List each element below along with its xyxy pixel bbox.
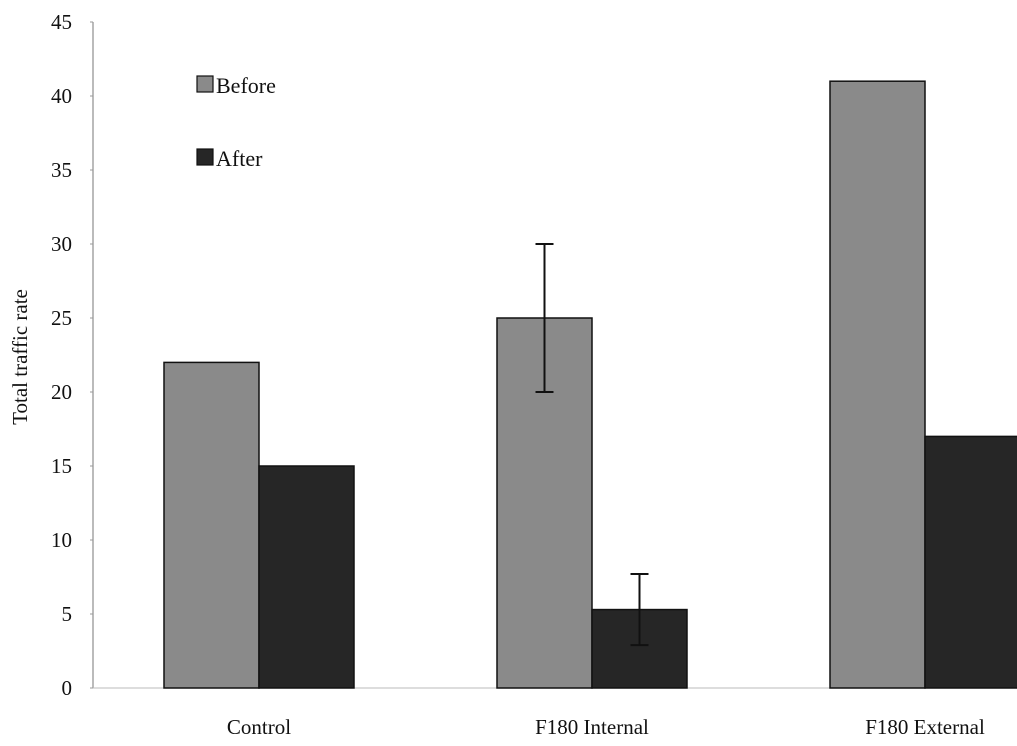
bars — [163, 80, 1017, 689]
y-tick-label: 25 — [51, 306, 72, 330]
y-tick-label: 30 — [51, 232, 72, 256]
bar-before-control — [163, 361, 260, 689]
x-category-label: F180 Internal — [535, 715, 649, 739]
x-category-label: Control — [227, 715, 291, 739]
y-tick-label: 10 — [51, 528, 72, 552]
legend-label-after: After — [216, 146, 263, 171]
category-labels: Control F180 Internal F180 External — [227, 715, 985, 739]
legend-swatch-before — [196, 75, 214, 93]
bar-after-control — [258, 465, 355, 689]
bar-before-f180-external — [829, 80, 926, 689]
error-bars — [535, 243, 649, 647]
y-tick-label: 45 — [51, 10, 72, 34]
y-tick-label: 15 — [51, 454, 72, 478]
y-axis-title: Total traffic rate — [8, 289, 32, 425]
legend-label-before: Before — [216, 73, 276, 98]
legend-swatch-after — [196, 148, 214, 166]
y-ticks: 0 5 10 15 20 25 30 35 40 45 — [51, 10, 93, 700]
y-tick-label: 5 — [62, 602, 73, 626]
x-category-label: F180 External — [865, 715, 985, 739]
y-tick-label: 0 — [62, 676, 73, 700]
y-tick-label: 20 — [51, 380, 72, 404]
bar-after-f180-external — [924, 435, 1017, 689]
legend: Before After — [196, 73, 276, 171]
y-tick-label: 35 — [51, 158, 72, 182]
y-tick-label: 40 — [51, 84, 72, 108]
